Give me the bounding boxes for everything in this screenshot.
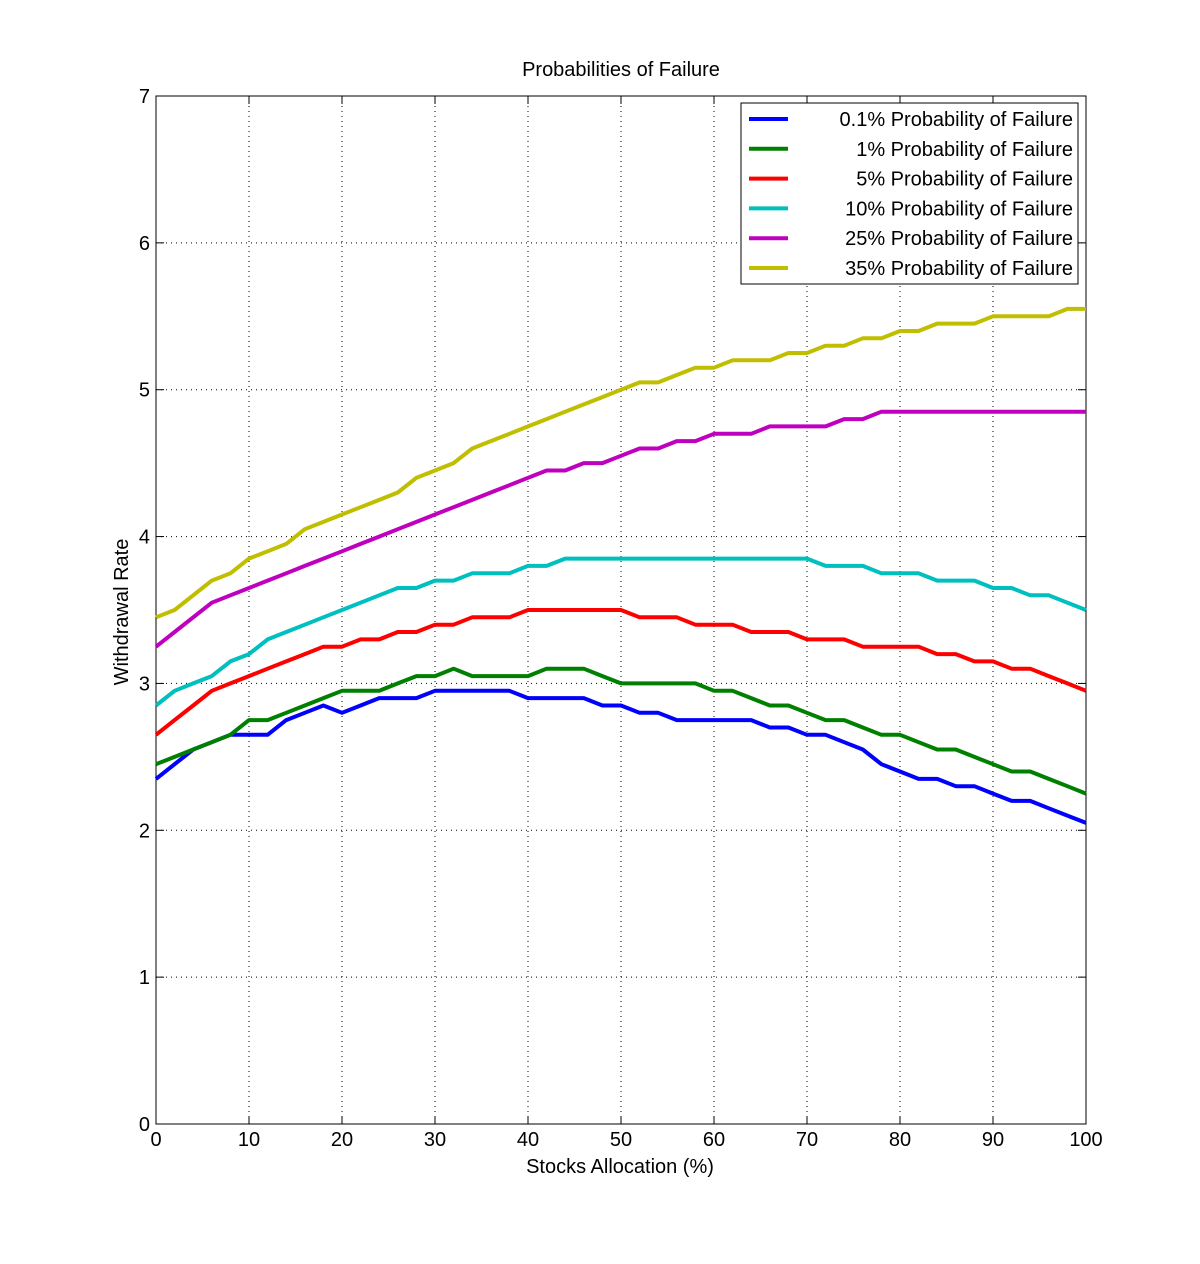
- x-tick-label: 50: [610, 1129, 632, 1151]
- x-tick-label: 20: [331, 1129, 353, 1151]
- x-tick-label: 10: [238, 1129, 260, 1151]
- series-line-6: [155, 306, 1086, 620]
- y-tick-label: 7: [139, 86, 150, 108]
- series-lines: [154, 306, 1087, 825]
- series-line-1: [154, 688, 1087, 825]
- y-tick-label: 5: [139, 380, 150, 402]
- x-tick-label: 100: [1069, 1129, 1102, 1151]
- legend: 0.1% Probability of Failure 1% Probabilit…: [740, 102, 1079, 285]
- legend-label-4: 10% Probability of Failure: [845, 198, 1073, 220]
- y-tick-label: 0: [139, 1114, 150, 1136]
- legend-label-2: 1% Probability of Failure: [856, 139, 1073, 161]
- series-line-2: [155, 666, 1087, 796]
- y-tick-label: 6: [139, 233, 150, 255]
- legend-label-3: 5% Probability of Failure: [856, 169, 1073, 191]
- x-tick-label: 30: [424, 1129, 446, 1151]
- legend-label-5: 25% Probability of Failure: [845, 228, 1073, 250]
- y-tick-label: 3: [139, 673, 150, 695]
- x-tick-label: 60: [703, 1129, 725, 1151]
- series-line-3: [154, 608, 1087, 737]
- series-line-4: [154, 556, 1087, 708]
- x-tick-label: 40: [517, 1129, 539, 1151]
- y-tick-label: 2: [139, 820, 150, 842]
- y-tick-label: 1: [139, 967, 150, 989]
- x-tick-label: 0: [150, 1129, 161, 1151]
- series-line-5: [154, 409, 1086, 649]
- x-tick-label: 70: [796, 1129, 818, 1151]
- legend-label-6: 35% Probability of Failure: [845, 258, 1073, 280]
- x-tick-label: 90: [982, 1129, 1004, 1151]
- x-axis-label: Stocks Allocation (%): [526, 1156, 714, 1178]
- y-axis-label: Withdrawal Rate: [111, 539, 133, 686]
- y-tick-label: 4: [139, 527, 150, 549]
- x-tick-label: 80: [889, 1129, 911, 1151]
- legend-label-1: 0.1% Probability of Failure: [840, 109, 1073, 131]
- chart-title: Probabilities of Failure: [522, 59, 720, 81]
- axis-ticks: 0 10 20 30 40 50 60 70 80 90 100 0 1 2 3 4 5 6 7: [139, 86, 1103, 1151]
- legend-box: [740, 102, 1079, 285]
